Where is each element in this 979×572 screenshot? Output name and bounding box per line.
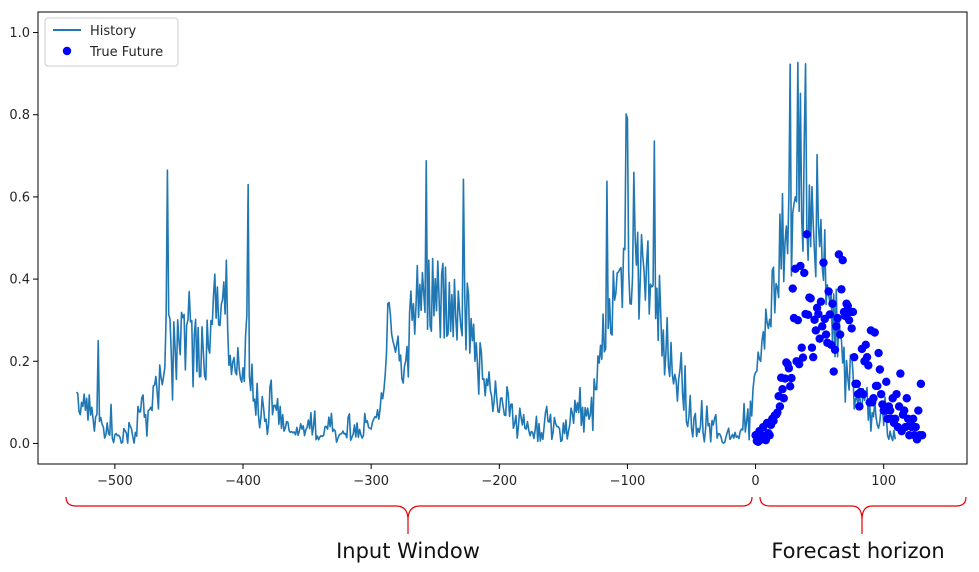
axes: −500 −400 −300 −200 −100 0 100 0.0 0.2 0.4 0.6 0.8 1… bbox=[9, 26, 896, 489]
true-future-point bbox=[916, 379, 926, 389]
true-future-point bbox=[861, 340, 870, 350]
true-future-point bbox=[775, 402, 785, 411]
history-series-line bbox=[75, 61, 897, 444]
x-tick-label: −200 bbox=[481, 474, 517, 489]
true-future-point bbox=[833, 313, 842, 323]
true-future-point bbox=[797, 343, 806, 352]
true-future-point bbox=[788, 284, 797, 293]
true-future-point bbox=[811, 326, 820, 335]
true-future-point bbox=[855, 402, 864, 411]
true-future-point bbox=[847, 324, 856, 333]
x-tick-label: −500 bbox=[97, 474, 133, 489]
true-future-point bbox=[802, 230, 812, 239]
true-future-point bbox=[830, 345, 840, 354]
true-future-point bbox=[876, 389, 886, 399]
true-future-point bbox=[837, 285, 846, 294]
true-future-point bbox=[908, 414, 918, 423]
forecast-horizon-annotation: Forecast horizon bbox=[759, 496, 967, 563]
true-future-point bbox=[870, 328, 879, 337]
legend-history-label: History bbox=[90, 24, 137, 39]
true-future-point bbox=[784, 364, 794, 373]
true-future-point bbox=[806, 294, 815, 303]
true-future-point bbox=[780, 374, 790, 383]
y-tick-label: 1.0 bbox=[9, 26, 30, 41]
true-future-point bbox=[869, 394, 878, 403]
true-future-point bbox=[850, 352, 859, 362]
true-future-point bbox=[882, 377, 891, 387]
true-future-point bbox=[809, 352, 818, 362]
true-future-point bbox=[818, 322, 827, 331]
true-future-point bbox=[785, 382, 795, 391]
true-future-point bbox=[896, 369, 905, 378]
y-tick-label: 0.0 bbox=[9, 437, 30, 452]
true-future-point bbox=[892, 389, 901, 399]
true-future-point bbox=[832, 322, 841, 331]
true-future-point bbox=[885, 406, 895, 415]
legend-true-future-swatch bbox=[62, 46, 72, 56]
x-tick-label: −100 bbox=[610, 474, 646, 489]
true-future-point bbox=[816, 297, 826, 306]
true-future-point bbox=[917, 431, 927, 440]
y-tick-label: 0.4 bbox=[9, 273, 30, 288]
input-window-label: Input Window bbox=[336, 539, 480, 563]
y-tick-label: 0.2 bbox=[9, 355, 30, 370]
true-future-point bbox=[864, 361, 873, 370]
forecast-horizon-brace bbox=[759, 496, 967, 534]
input-window-annotation: Input Window bbox=[65, 496, 753, 563]
true-future-point bbox=[778, 385, 787, 394]
true-future-point bbox=[859, 389, 868, 399]
true-future-point bbox=[852, 379, 861, 389]
true-future-point bbox=[765, 431, 774, 440]
true-future-point bbox=[793, 315, 803, 325]
forecast-horizon-label: Forecast horizon bbox=[771, 539, 944, 563]
true-future-point bbox=[838, 255, 847, 265]
true-future-point bbox=[914, 406, 923, 415]
legend: History True Future bbox=[44, 17, 179, 67]
true-future-point bbox=[803, 310, 813, 320]
x-tick-label: 0 bbox=[751, 474, 759, 489]
true-future-point bbox=[862, 352, 872, 362]
x-tick-label: −400 bbox=[225, 474, 261, 489]
true-future-point bbox=[800, 268, 809, 278]
true-future-point bbox=[824, 287, 833, 296]
y-tick-label: 0.8 bbox=[9, 108, 30, 123]
x-tick-label: −300 bbox=[353, 474, 389, 489]
true-future-point bbox=[814, 309, 823, 319]
true-future-point bbox=[902, 394, 911, 403]
true-future-point bbox=[779, 394, 788, 403]
true-future-point bbox=[911, 422, 920, 432]
true-future-point bbox=[807, 343, 817, 352]
true-future-point bbox=[844, 315, 854, 325]
true-future-point bbox=[875, 365, 885, 374]
true-future-point bbox=[828, 299, 837, 308]
true-future-point bbox=[900, 406, 909, 415]
true-future-point bbox=[815, 334, 824, 343]
true-future-point bbox=[835, 330, 845, 339]
true-future-point bbox=[796, 261, 805, 271]
data-marks bbox=[75, 61, 927, 447]
true-future-point bbox=[891, 414, 900, 423]
y-tick-label: 0.6 bbox=[9, 190, 30, 205]
true-future-point bbox=[798, 353, 808, 362]
true-future-point bbox=[829, 367, 838, 376]
true-future-point bbox=[794, 359, 804, 369]
true-future-point bbox=[874, 348, 883, 358]
true-future-point bbox=[787, 373, 796, 383]
legend-true-future-label: True Future bbox=[89, 45, 163, 60]
true-future-point bbox=[819, 258, 828, 267]
input-window-brace bbox=[65, 496, 753, 534]
true-future-point bbox=[821, 330, 831, 339]
x-tick-label: 100 bbox=[871, 474, 896, 489]
true-future-point bbox=[873, 381, 882, 391]
plot-area-frame bbox=[37, 11, 968, 465]
true-future-point bbox=[825, 310, 835, 319]
true-future-point bbox=[848, 307, 858, 317]
